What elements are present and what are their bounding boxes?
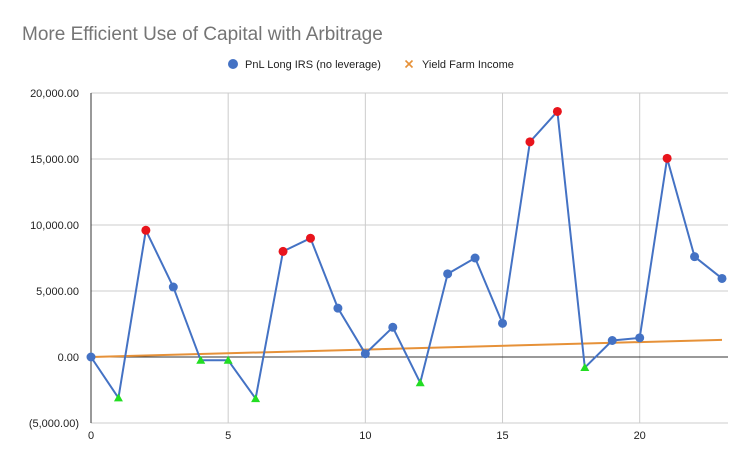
pnl-point-red — [525, 137, 535, 147]
x-tick-label: 20 — [634, 430, 646, 442]
pnl-point-red — [552, 106, 562, 116]
legend-label-pnl: PnL Long IRS (no leverage) — [245, 59, 381, 71]
series-layer — [86, 106, 727, 403]
pnl-long-irs-line — [90, 110, 723, 400]
grid-layer — [91, 92, 728, 424]
pnl-point — [470, 253, 480, 263]
y-tick-label: 10,000.00 — [30, 220, 79, 232]
pnl-point — [498, 318, 508, 328]
x-tick-label: 15 — [496, 430, 508, 442]
pnl-point — [333, 303, 343, 313]
x-tick-label: 0 — [88, 430, 94, 442]
yield-farm-income-line — [90, 338, 723, 358]
pnl-point-red — [278, 246, 288, 256]
pnl-point-red — [141, 225, 151, 235]
y-tick-label: (5,000.00) — [29, 418, 79, 430]
pnl-point — [443, 269, 453, 279]
legend-label-yield: Yield Farm Income — [422, 59, 514, 71]
pnl-point-triangle — [223, 355, 233, 364]
pnl-point-red — [305, 233, 315, 243]
pnl-point — [717, 273, 727, 283]
y-tick-label: 15,000.00 — [30, 154, 79, 166]
y-tick-label: 20,000.00 — [30, 88, 79, 100]
pnl-point — [388, 322, 398, 332]
y-tick-label: 0.00 — [58, 352, 79, 364]
legend-marker-pnl — [228, 59, 238, 69]
pnl-point — [690, 252, 700, 262]
pnl-point-triangle — [580, 363, 590, 372]
pnl-point-triangle — [113, 393, 123, 402]
axis-layer: (5,000.00) 0.00 5,000.00 10,000.00 15,000.00… — [29, 88, 728, 442]
x-tick-label: 5 — [225, 430, 231, 442]
legend-marker-yield-b — [404, 59, 414, 69]
y-tick-label: 5,000.00 — [36, 286, 79, 298]
pnl-point-triangle — [251, 394, 261, 403]
pnl-point — [635, 333, 645, 343]
pnl-point — [607, 336, 617, 345]
legend: PnL Long IRS (no leverage) Yield Farm Inc… — [228, 59, 514, 71]
pnl-point-triangle — [196, 355, 206, 364]
pnl-point — [168, 282, 178, 292]
pnl-point-triangle — [415, 378, 425, 387]
pnl-point — [86, 352, 96, 362]
pnl-point-red — [662, 153, 672, 163]
chart-title: More Efficient Use of Capital with Arbit… — [22, 24, 383, 45]
x-tick-label: 10 — [359, 430, 371, 442]
pnl-point — [360, 349, 370, 359]
